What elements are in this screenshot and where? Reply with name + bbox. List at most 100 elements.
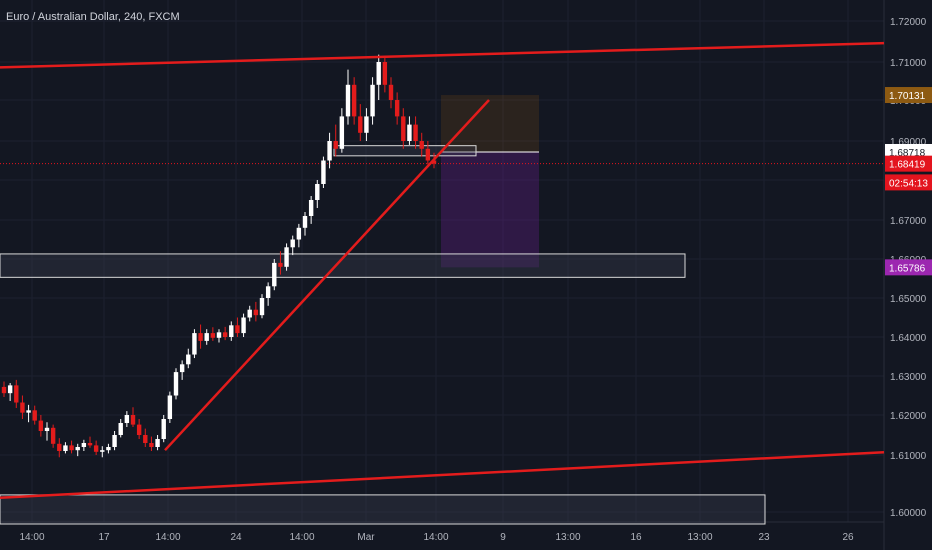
candle-body [339, 116, 345, 149]
candle-body [93, 445, 99, 452]
candle-body [401, 116, 406, 141]
candle-body [425, 148, 431, 161]
candle-body [259, 298, 265, 316]
candle-body [81, 443, 87, 447]
candle-body [278, 262, 283, 267]
candle-body [69, 445, 74, 451]
candle-body [419, 141, 424, 149]
y-tick-label: 1.62000 [890, 411, 927, 422]
candle-body [272, 262, 277, 287]
candle-body [284, 247, 289, 267]
upper-channel [0, 41, 885, 69]
x-tick-label: 14:00 [19, 532, 44, 543]
candle-body [38, 420, 44, 431]
position-stop-area [441, 95, 539, 152]
x-tick-label: Mar [357, 532, 375, 543]
candle-body [32, 410, 37, 421]
candle-body [296, 227, 302, 240]
candle-body [210, 333, 216, 338]
candle-body [198, 333, 203, 341]
candle-body [167, 395, 173, 419]
y-tick-label: 1.60000 [890, 508, 927, 519]
candle-body [161, 419, 166, 439]
x-tick-label: 17 [98, 532, 110, 543]
candle-body [351, 84, 357, 117]
candle-body [50, 427, 56, 444]
candle-body [247, 309, 252, 318]
candle-body [302, 216, 308, 228]
y-tick-label: 1.71000 [890, 58, 927, 69]
candle-body [204, 333, 209, 341]
support-trendline [164, 99, 490, 452]
candle-body [394, 100, 400, 117]
supply-zone [333, 145, 477, 157]
candle-body [364, 116, 369, 133]
candle-body [118, 423, 123, 435]
candle-body [382, 62, 388, 85]
candle-body [1, 386, 7, 394]
candle-body [376, 62, 381, 85]
candle-body [63, 445, 68, 451]
x-tick-label: 9 [500, 532, 506, 543]
y-tick-label: 1.64000 [890, 333, 927, 344]
x-tick-label: 13:00 [555, 532, 580, 543]
candle-body [149, 443, 154, 447]
y-tick-label: 1.61000 [890, 451, 927, 462]
candle-body [173, 372, 179, 396]
x-tick-label: 13:00 [687, 532, 712, 543]
candle-body [7, 385, 13, 394]
y-tick-label: 1.65000 [890, 294, 927, 305]
candle-body [87, 443, 93, 446]
candle-body [229, 325, 234, 337]
candle-body [130, 415, 136, 425]
x-tick-label: 14:00 [155, 532, 180, 543]
candle-body [112, 435, 117, 447]
candle-body [308, 200, 314, 216]
candle-body [315, 184, 320, 200]
candle-body [241, 317, 246, 334]
candle-body [413, 124, 418, 141]
candle-body [14, 385, 19, 403]
candle-body [44, 427, 50, 431]
price-label-text: 02:54:13 [889, 178, 928, 189]
y-tick-label: 1.72000 [890, 17, 927, 28]
candle-body [253, 309, 259, 316]
lower-channel [0, 450, 885, 499]
price-label-box [885, 87, 932, 104]
price-label-box [885, 259, 932, 276]
candle-body [321, 160, 326, 184]
candle-body [290, 239, 295, 248]
x-tick-label: 26 [842, 532, 854, 543]
candle-body [333, 141, 338, 149]
candle-body [100, 450, 105, 452]
candle-body [192, 333, 197, 355]
candle-body [407, 124, 412, 141]
candle-body [222, 332, 228, 337]
candle-body [20, 402, 25, 413]
y-tick-label: 1.63000 [890, 372, 927, 383]
x-tick-label: 24 [230, 532, 242, 543]
candle-body [57, 443, 62, 451]
candle-body [106, 447, 111, 451]
lower-zone [0, 494, 766, 525]
candle-body [358, 116, 363, 133]
candle-body [179, 364, 185, 373]
price-label-text: 1.68419 [889, 160, 926, 171]
price-label-text: 1.70131 [889, 91, 926, 102]
x-tick-label: 14:00 [423, 532, 448, 543]
price-label-text: 1.65786 [889, 263, 926, 274]
x-tick-label: 16 [630, 532, 642, 543]
x-tick-label: 14:00 [289, 532, 314, 543]
candle-body [75, 447, 80, 451]
candle-body [327, 141, 332, 161]
candle-body [388, 84, 394, 100]
candle-body [431, 160, 437, 164]
candle-body [345, 84, 351, 117]
candle-body [370, 84, 375, 117]
candle-body [136, 424, 142, 435]
price-label-text: 1.68718 [889, 148, 926, 159]
candle-body [265, 286, 271, 298]
x-tick-label: 23 [758, 532, 770, 543]
candle-body [216, 332, 222, 338]
